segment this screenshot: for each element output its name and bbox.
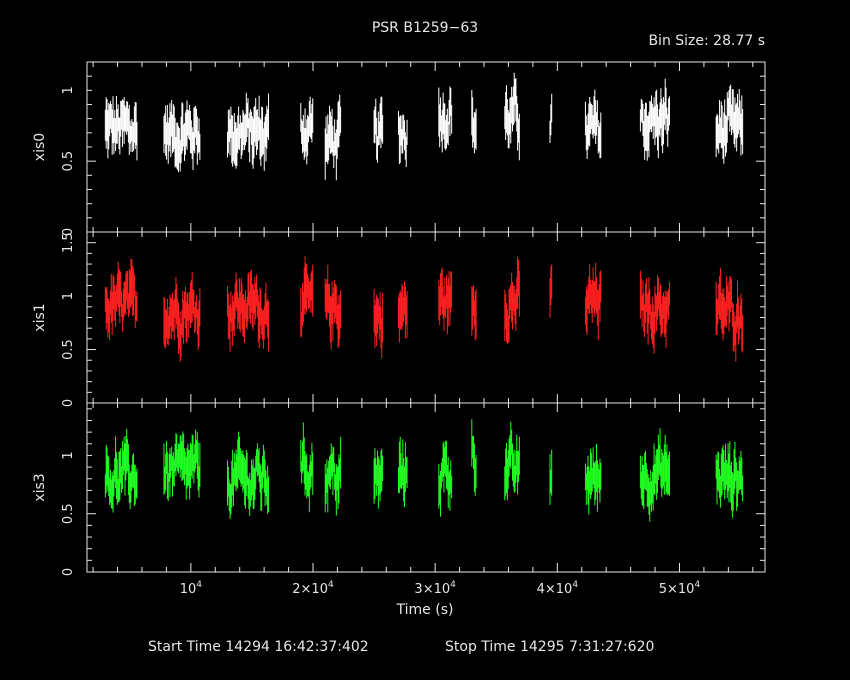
panel-frame bbox=[86, 61, 766, 233]
stop-time-label: Stop Time 14295 7:31:27:620 bbox=[445, 639, 654, 655]
bin-size-label: Bin Size: 28.77 s bbox=[648, 33, 765, 49]
chart-title: PSR B1259−63 bbox=[372, 20, 478, 36]
series-xis1 bbox=[104, 256, 744, 362]
x-tick-label: 3×104 bbox=[414, 580, 456, 597]
x-tick-label: 4×104 bbox=[537, 580, 579, 597]
y-axis-label-xis1: xis1 bbox=[32, 303, 48, 331]
y-tick-label: 1.5 bbox=[61, 232, 76, 253]
x-tick-label: 5×104 bbox=[659, 580, 701, 597]
y-axis-label-xis3: xis3 bbox=[32, 473, 48, 501]
panel-frame bbox=[86, 402, 766, 573]
x-axis-label: Time (s) bbox=[396, 602, 454, 618]
y-tick-label: 1 bbox=[61, 451, 76, 459]
y-tick-label: 0.5 bbox=[61, 151, 76, 172]
x-tick-label: 2×104 bbox=[292, 580, 334, 597]
start-time-label: Start Time 14294 16:42:37:402 bbox=[148, 639, 369, 655]
y-tick-label: 1 bbox=[61, 86, 76, 94]
y-tick-label: 0 bbox=[61, 568, 76, 576]
y-tick-label: 0.5 bbox=[61, 339, 76, 360]
series-xis0 bbox=[104, 72, 744, 181]
y-tick-label: 0.5 bbox=[61, 503, 76, 524]
y-tick-label: 1 bbox=[61, 292, 76, 300]
panel-xis3: 0 0.5 1 xis3 bbox=[32, 402, 766, 576]
y-tick-label: 0 bbox=[61, 228, 76, 236]
panel-xis0: 0 0.5 1 xis0 bbox=[32, 61, 766, 236]
y-axis-label-xis0: xis0 bbox=[32, 133, 48, 161]
panel-xis1: 0 0.5 1 1.5 xis1 bbox=[32, 231, 766, 407]
panels: 0 0.5 1 xis0 0 0.5 1 1.5 xis1 0 0.5 1 xis3 104 2×104 3×… bbox=[32, 61, 766, 597]
series-xis3 bbox=[104, 419, 744, 522]
y-tick-label: 0 bbox=[61, 399, 76, 407]
x-tick-label: 104 bbox=[180, 580, 203, 597]
